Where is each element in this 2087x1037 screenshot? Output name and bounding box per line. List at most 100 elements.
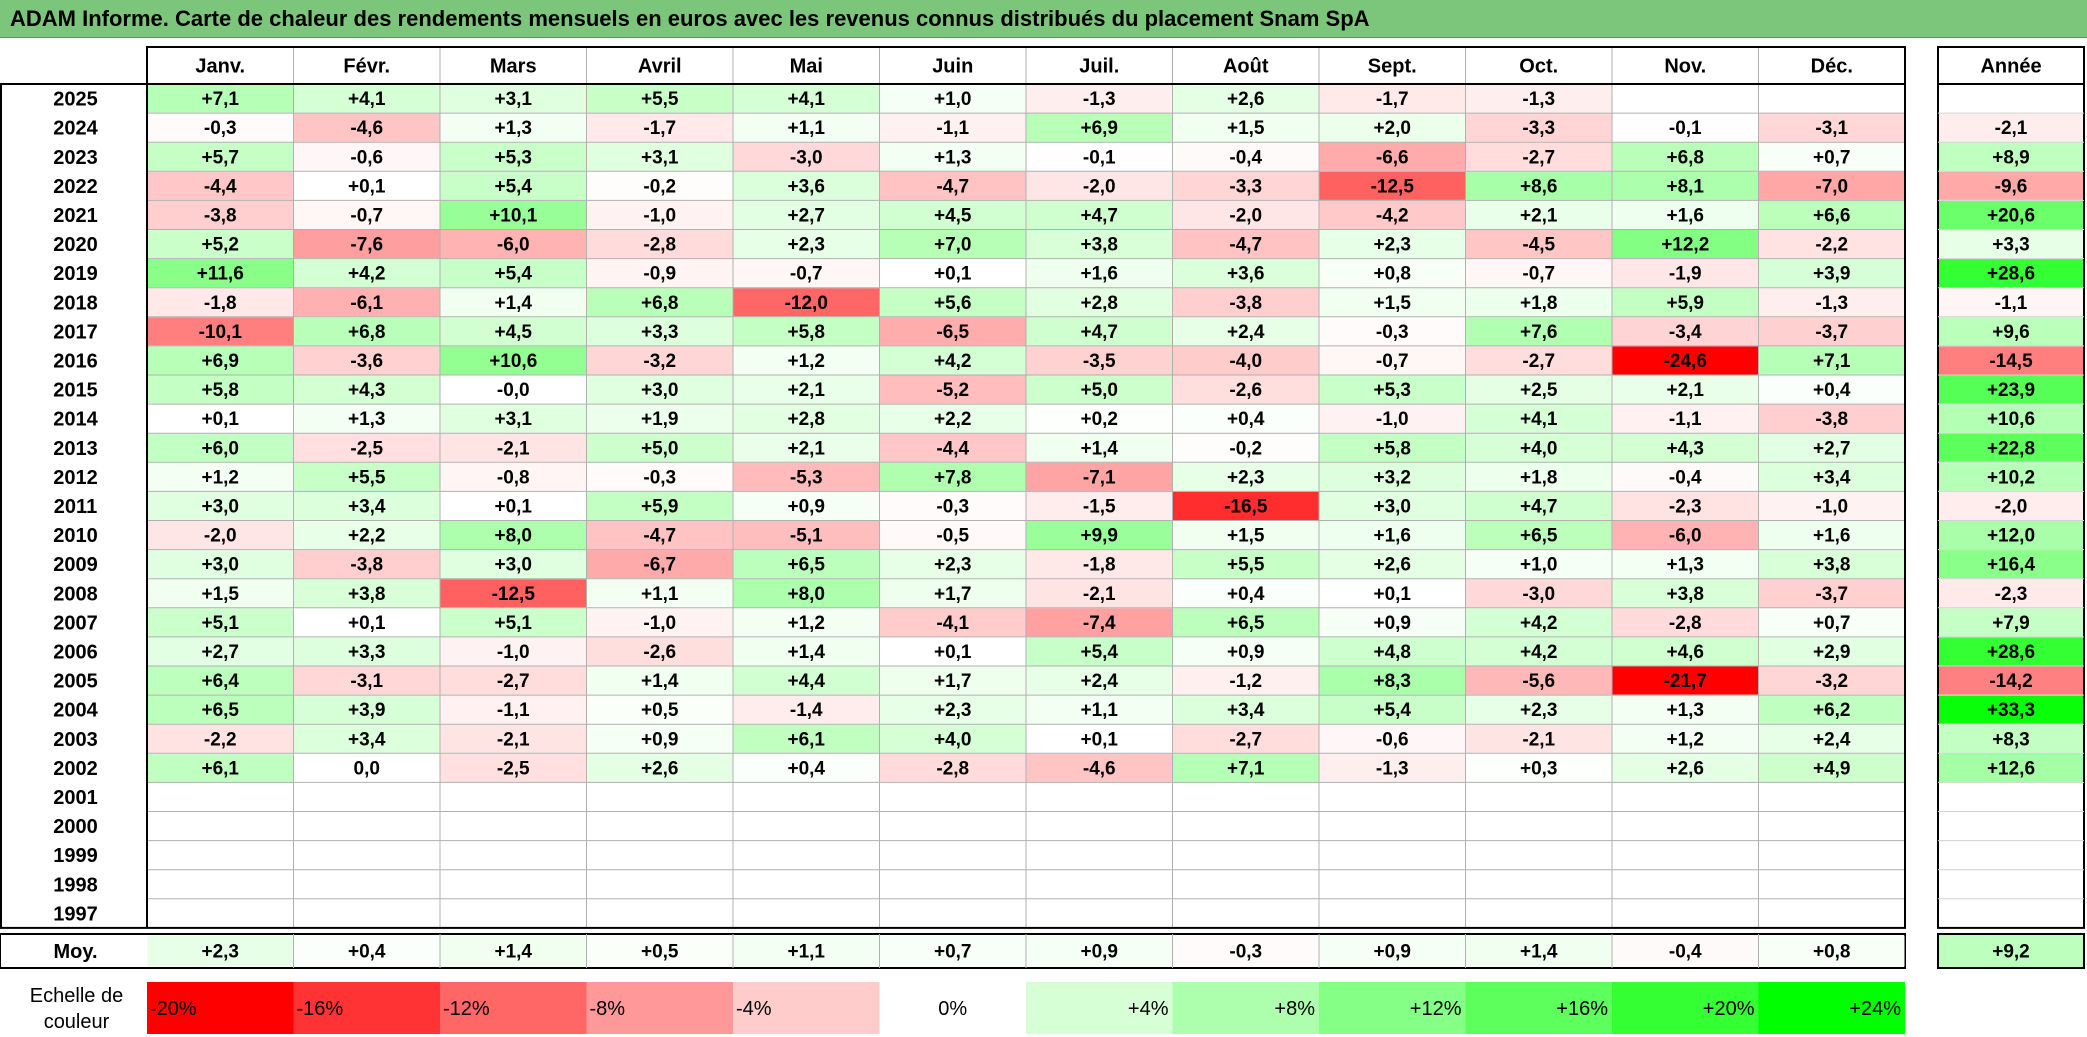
average-value: +1,1 xyxy=(787,942,825,963)
cell-value: -0,6 xyxy=(1376,729,1409,750)
cell-value: +0,5 xyxy=(641,700,679,721)
cell-value: +0,4 xyxy=(1813,380,1851,401)
cell-value: +0,4 xyxy=(1227,409,1265,430)
cell-value: -1,3 xyxy=(1815,293,1848,314)
cell-value: +3,0 xyxy=(201,496,239,517)
heat-cell xyxy=(1026,637,1172,666)
year-label: 2018 xyxy=(53,292,98,314)
cell-value: +2,3 xyxy=(1373,235,1411,256)
cell-value: +5,5 xyxy=(1227,555,1265,576)
heat-cell xyxy=(880,637,1026,666)
heat-cell xyxy=(587,404,733,433)
heat-cell xyxy=(1319,521,1465,550)
heat-cell xyxy=(294,637,440,666)
heat-cell xyxy=(294,200,440,229)
heat-cell xyxy=(587,375,733,404)
heat-cell xyxy=(147,753,293,782)
cell-value: +2,6 xyxy=(641,758,679,779)
cell-value: +5,8 xyxy=(787,322,825,343)
cell-value: +7,6 xyxy=(1520,322,1558,343)
cell-value: +2,6 xyxy=(1227,89,1265,110)
cell-value: -2,1 xyxy=(1083,584,1116,605)
cell-value: +4,2 xyxy=(934,351,972,372)
cell-value: +5,5 xyxy=(641,89,679,110)
cell-value: +1,6 xyxy=(1373,526,1411,547)
cell-value: +3,4 xyxy=(348,729,386,750)
heat-cell xyxy=(1466,84,1612,113)
heat-cell xyxy=(1466,724,1612,753)
heat-cell xyxy=(1759,637,1905,666)
heat-cell xyxy=(294,142,440,171)
cell-value: +0,1 xyxy=(934,264,972,285)
heat-cell xyxy=(587,142,733,171)
cell-value: -0,7 xyxy=(790,264,823,285)
cell-value: -7,6 xyxy=(350,235,383,256)
heat-cell xyxy=(440,142,586,171)
heat-cell xyxy=(1319,550,1465,579)
average-value: +0,5 xyxy=(641,942,679,963)
cell-value: +3,1 xyxy=(494,89,532,110)
cell-value: -2,0 xyxy=(1229,205,1262,226)
cell-value: +1,3 xyxy=(934,147,972,168)
heat-cell xyxy=(733,404,879,433)
heat-cell xyxy=(1759,550,1905,579)
annual-cell xyxy=(1938,550,2084,579)
cell-value: -1,7 xyxy=(1376,89,1409,110)
heat-cell xyxy=(1319,841,1465,870)
year-label: 2004 xyxy=(53,700,98,722)
cell-value: +4,2 xyxy=(348,264,386,285)
heat-cell xyxy=(1759,346,1905,375)
heat-cell xyxy=(147,433,293,462)
heat-cell xyxy=(440,841,586,870)
heat-cell xyxy=(1612,637,1758,666)
heat-cell xyxy=(1319,782,1465,811)
heat-cell xyxy=(1759,841,1905,870)
heat-cell xyxy=(733,841,879,870)
cell-value: -0,9 xyxy=(643,264,676,285)
heat-cell xyxy=(880,230,1026,259)
average-value: -0,3 xyxy=(1229,942,1262,963)
scale-value: +24% xyxy=(1849,998,1901,1020)
average-cell xyxy=(733,935,879,967)
heat-cell xyxy=(1759,317,1905,346)
heat-cell xyxy=(1319,724,1465,753)
heat-cell xyxy=(880,812,1026,841)
cell-value: +2,3 xyxy=(1520,700,1558,721)
cell-value: -3,0 xyxy=(790,147,823,168)
cell-value: +3,8 xyxy=(1666,584,1704,605)
cell-value: -2,2 xyxy=(204,729,237,750)
cell-value: +3,6 xyxy=(787,176,825,197)
heat-cell xyxy=(733,812,879,841)
annual-cell xyxy=(1938,288,2084,317)
cell-value: +5,1 xyxy=(494,613,532,634)
heat-cell xyxy=(147,375,293,404)
cell-value: -3,2 xyxy=(643,351,676,372)
heat-cell xyxy=(440,899,586,928)
annual-cell xyxy=(1938,695,2084,724)
cell-value: +2,0 xyxy=(1373,118,1411,139)
cell-value: -2,7 xyxy=(1522,147,1555,168)
scale-value: -12% xyxy=(443,998,490,1020)
month-header: Août xyxy=(1223,56,1269,78)
heat-cell xyxy=(1612,521,1758,550)
cell-value: +6,9 xyxy=(201,351,239,372)
heat-cell xyxy=(880,550,1026,579)
cell-value: -3,6 xyxy=(350,351,383,372)
cell-value: -0,3 xyxy=(643,467,676,488)
year-label: 2011 xyxy=(54,496,97,518)
heat-cell xyxy=(1466,113,1612,142)
heat-cell xyxy=(733,200,879,229)
heat-cell xyxy=(1173,230,1319,259)
annual-cell xyxy=(1938,142,2084,171)
cell-value: -6,0 xyxy=(1669,526,1702,547)
cell-value: -7,4 xyxy=(1083,613,1116,634)
cell-value: -2,7 xyxy=(1522,351,1555,372)
heat-cell xyxy=(1173,462,1319,491)
cell-value: -4,4 xyxy=(936,438,969,459)
cell-value: -1,2 xyxy=(1229,671,1262,692)
heat-cell xyxy=(1612,171,1758,200)
annual-value: -2,3 xyxy=(1995,584,2028,605)
cell-value: -6,0 xyxy=(497,235,530,256)
heat-cell xyxy=(880,491,1026,520)
